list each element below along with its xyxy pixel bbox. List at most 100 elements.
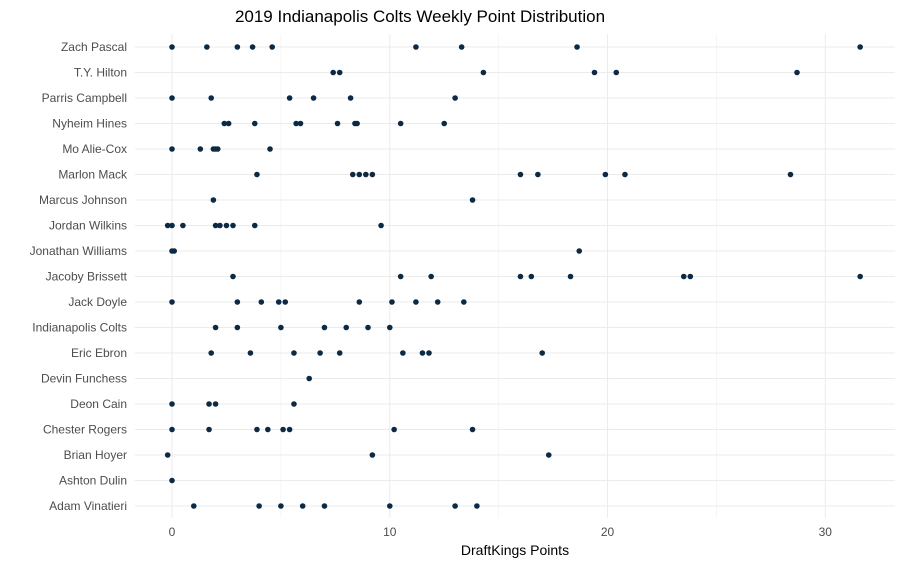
data-point bbox=[164, 222, 171, 229]
data-point bbox=[356, 299, 363, 305]
y-tick-label: Deon Cain bbox=[70, 397, 127, 411]
data-point bbox=[171, 248, 177, 254]
data-point bbox=[204, 44, 210, 50]
y-tick-label: T.Y. Hilton bbox=[74, 66, 127, 80]
data-point bbox=[278, 503, 284, 509]
data-point bbox=[247, 350, 254, 356]
data-point bbox=[528, 273, 535, 280]
data-point bbox=[857, 273, 863, 280]
data-point bbox=[419, 350, 426, 356]
data-point bbox=[441, 120, 448, 127]
y-tick-labels: Zach Pascal T.Y. Hilton Parris Campbell Nyh… bbox=[30, 40, 128, 513]
data-point bbox=[517, 171, 524, 178]
data-point bbox=[234, 44, 241, 50]
data-point bbox=[256, 503, 262, 509]
y-tick-label: Ashton Dulin bbox=[59, 474, 127, 488]
data-point bbox=[293, 120, 299, 127]
points-layer bbox=[164, 44, 863, 509]
data-point bbox=[452, 95, 458, 101]
data-point bbox=[197, 146, 204, 152]
data-point bbox=[386, 503, 393, 509]
data-point bbox=[365, 324, 371, 331]
data-point bbox=[265, 426, 271, 433]
data-point bbox=[321, 324, 328, 331]
y-tick-label: Adam Vinatieri bbox=[49, 499, 127, 513]
data-point bbox=[249, 44, 256, 50]
y-tick-label: Jacoby Brissett bbox=[46, 270, 128, 284]
data-point bbox=[306, 375, 313, 382]
data-point bbox=[413, 44, 419, 50]
data-point bbox=[297, 120, 304, 127]
data-point bbox=[687, 273, 694, 280]
data-point bbox=[389, 299, 395, 305]
data-point bbox=[286, 426, 293, 433]
data-point bbox=[225, 120, 232, 127]
data-point bbox=[190, 503, 197, 509]
data-point bbox=[857, 44, 863, 50]
data-point bbox=[413, 299, 419, 305]
data-point bbox=[391, 426, 397, 433]
data-point bbox=[336, 69, 343, 76]
data-point bbox=[535, 171, 541, 178]
y-tick-label: Jordan Wilkins bbox=[49, 219, 127, 233]
data-point bbox=[169, 477, 175, 484]
y-tick-label: Brian Hoyer bbox=[64, 448, 127, 462]
data-point bbox=[164, 452, 171, 458]
data-point bbox=[334, 120, 341, 127]
y-tick-label: Mo Alie-Cox bbox=[62, 142, 127, 156]
y-tick-label: Zach Pascal bbox=[61, 40, 127, 54]
data-point bbox=[349, 171, 356, 178]
grid-layer bbox=[135, 34, 895, 518]
y-tick-label: Jack Doyle bbox=[68, 295, 127, 309]
data-point bbox=[310, 95, 317, 101]
data-point bbox=[280, 426, 286, 433]
data-point bbox=[169, 426, 175, 433]
data-point bbox=[428, 273, 434, 280]
data-point bbox=[369, 171, 376, 178]
y-tick-label: Jonathan Williams bbox=[30, 244, 127, 258]
data-point bbox=[347, 95, 354, 101]
data-point bbox=[356, 171, 363, 178]
data-point bbox=[217, 222, 223, 229]
data-point bbox=[469, 426, 476, 433]
data-point bbox=[461, 299, 467, 305]
data-point bbox=[230, 222, 236, 229]
y-tick-label: Eric Ebron bbox=[71, 346, 127, 360]
data-point bbox=[254, 171, 260, 178]
data-point bbox=[480, 69, 487, 76]
chart-title: 2019 Indianapolis Colts Weekly Point Dis… bbox=[235, 7, 605, 26]
x-tick-label: 30 bbox=[819, 525, 833, 539]
data-point bbox=[794, 69, 800, 76]
data-point bbox=[169, 401, 175, 407]
y-tick-label: Marcus Johnson bbox=[39, 193, 127, 207]
data-point bbox=[212, 222, 219, 229]
data-point bbox=[234, 299, 241, 305]
data-point bbox=[469, 197, 476, 203]
data-point bbox=[517, 273, 524, 280]
data-point bbox=[354, 120, 360, 127]
y-tick-label: Nyheim Hines bbox=[52, 117, 127, 131]
data-point bbox=[214, 146, 221, 152]
data-point bbox=[591, 69, 598, 76]
data-point bbox=[539, 350, 546, 356]
data-point bbox=[369, 452, 376, 458]
y-tick-label: Chester Rogers bbox=[43, 423, 127, 437]
data-point bbox=[397, 273, 404, 280]
x-tick-labels: 0 10 20 30 bbox=[169, 525, 833, 539]
data-point bbox=[223, 222, 230, 229]
data-point bbox=[567, 273, 574, 280]
data-point bbox=[426, 350, 432, 356]
data-point bbox=[291, 401, 297, 407]
data-point bbox=[275, 299, 282, 305]
data-point bbox=[286, 95, 293, 101]
data-point bbox=[221, 120, 228, 127]
y-tick-label: Marlon Mack bbox=[58, 168, 128, 182]
data-point bbox=[299, 503, 306, 509]
data-point bbox=[400, 350, 406, 356]
data-point bbox=[169, 146, 175, 152]
data-point bbox=[452, 503, 458, 509]
data-point bbox=[317, 350, 323, 356]
data-point bbox=[574, 44, 580, 50]
